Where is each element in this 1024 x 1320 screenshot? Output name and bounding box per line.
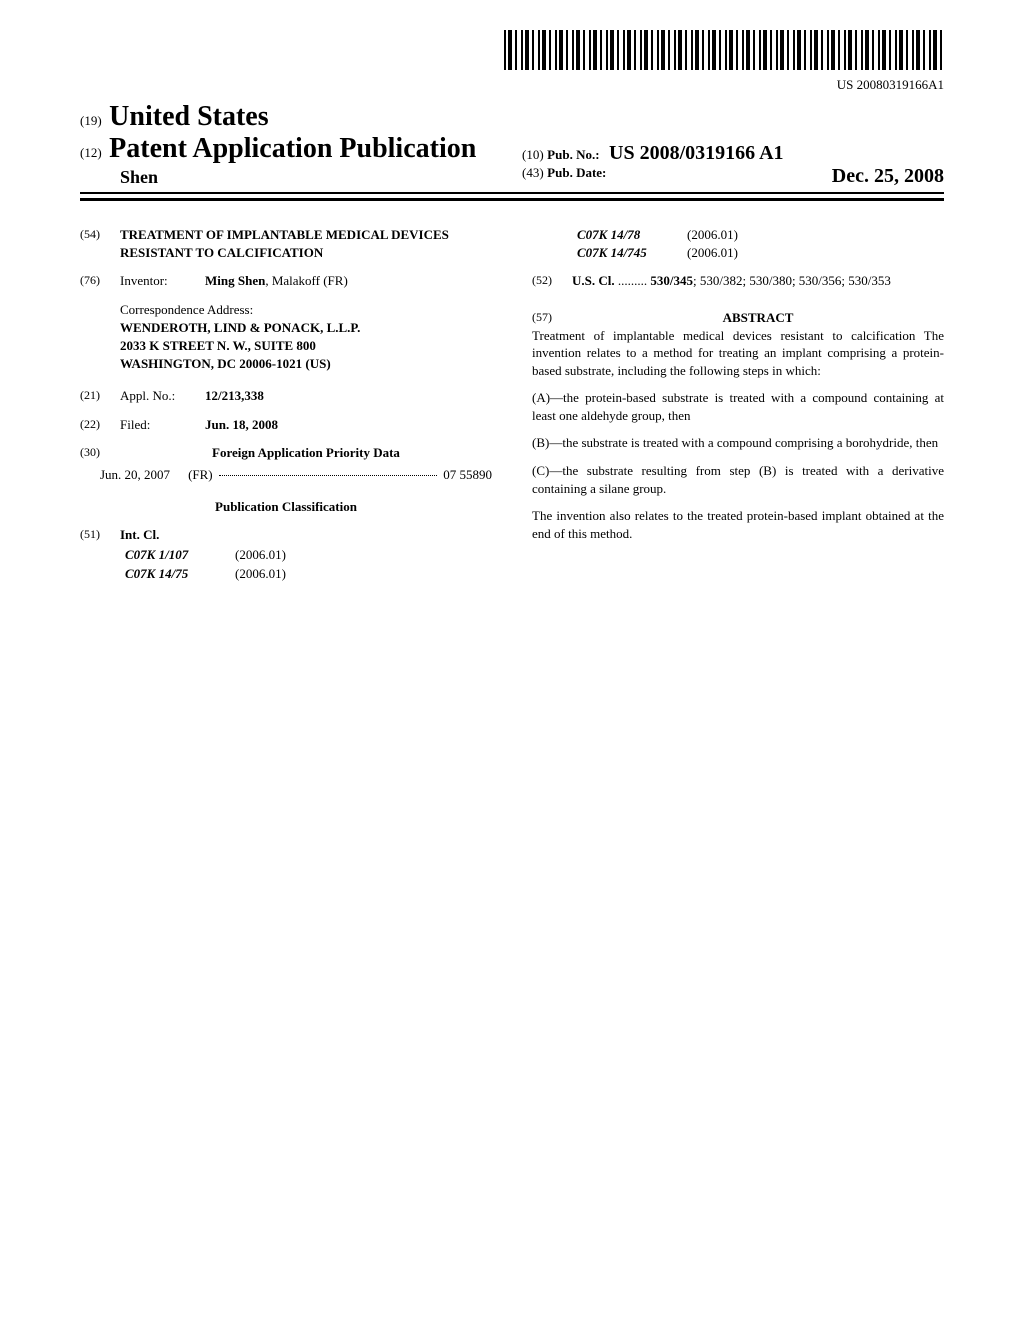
abstract-step-a: (A)—the protein-based substrate is treat…	[532, 389, 944, 424]
code-76: (76)	[80, 272, 120, 290]
field-57: (57) ABSTRACT	[532, 309, 944, 327]
intcl-label: Int. Cl.	[120, 526, 159, 544]
inventor-surname: Shen	[120, 167, 502, 188]
pub-date-label: Pub. Date:	[547, 165, 606, 180]
priority-country: (FR)	[188, 466, 213, 484]
field-76: (76) Inventor: Ming Shen, Malakoff (FR)	[80, 272, 492, 290]
abstract-heading: ABSTRACT	[572, 309, 944, 327]
foreign-priority-heading: Foreign Application Priority Data	[120, 444, 492, 462]
code-30: (30)	[80, 444, 120, 462]
country-name: United States	[109, 101, 268, 132]
uscl-rest: ; 530/382; 530/380; 530/356; 530/353	[693, 273, 891, 288]
line-12: (12) Patent Application Publication	[80, 133, 502, 165]
intcl-code-0: C07K 1/107	[125, 546, 235, 564]
filed-label: Filed:	[120, 416, 205, 434]
code-19: (19)	[80, 113, 102, 128]
pub-date-row: (43) Pub. Date: Dec. 25, 2008	[522, 165, 944, 188]
code-52: (52)	[532, 272, 572, 290]
appl-no-label: Appl. No.:	[120, 387, 205, 405]
uscl-dots: .........	[618, 273, 651, 288]
header-row: (19) United States (12) Patent Applicati…	[80, 101, 944, 194]
field-22: (22) Filed: Jun. 18, 2008	[80, 416, 492, 434]
field-21: (21) Appl. No.: 12/213,338	[80, 387, 492, 405]
code-12: (12)	[80, 145, 102, 160]
field-30: (30) Foreign Application Priority Data	[80, 444, 492, 462]
abstract-step-c: (C)—the substrate resulting from step (B…	[532, 462, 944, 497]
inventor-label: Inventor:	[120, 272, 205, 290]
publication-type: Patent Application Publication	[109, 133, 476, 164]
filed-value: Jun. 18, 2008	[205, 416, 278, 434]
pub-date-value: Dec. 25, 2008	[832, 165, 944, 188]
code-22: (22)	[80, 416, 120, 434]
dotted-leader	[219, 466, 438, 476]
correspondence-block: Correspondence Address: WENDEROTH, LIND …	[120, 301, 492, 374]
field-52: (52) U.S. Cl. ......... 530/345; 530/382…	[532, 272, 944, 290]
intcl-row-3: C07K 14/745 (2006.01)	[577, 244, 944, 262]
barcode-region: US 20080319166A1	[80, 30, 944, 93]
header-rule	[80, 198, 944, 201]
publication-classification-heading: Publication Classification	[80, 498, 492, 516]
priority-date: Jun. 20, 2007	[100, 466, 170, 484]
pub-no-label: Pub. No.:	[547, 147, 599, 162]
inventor-value: Ming Shen, Malakoff (FR)	[205, 272, 348, 290]
intcl-year-2: (2006.01)	[687, 226, 738, 244]
priority-number: 07 55890	[443, 466, 492, 484]
intcl-year-3: (2006.01)	[687, 244, 738, 262]
intcl-year-1: (2006.01)	[235, 565, 286, 583]
pub-no-row: (10) Pub. No.: US 2008/0319166 A1	[522, 142, 944, 165]
right-column: C07K 14/78 (2006.01) C07K 14/745 (2006.0…	[532, 226, 944, 583]
appl-no-value: 12/213,338	[205, 387, 264, 405]
code-54: (54)	[80, 226, 120, 262]
uscl-main: 530/345	[650, 273, 693, 288]
barcode-label: US 20080319166A1	[80, 77, 944, 93]
code-43: (43)	[522, 165, 544, 180]
intcl-code-1: C07K 14/75	[125, 565, 235, 583]
header-right: (10) Pub. No.: US 2008/0319166 A1 (43) P…	[502, 142, 944, 188]
code-51: (51)	[80, 526, 120, 544]
abstract-p2: The invention also relates to the treate…	[532, 507, 944, 542]
correspondence-label: Correspondence Address:	[120, 301, 492, 319]
field-51: (51) Int. Cl.	[80, 526, 492, 544]
priority-data-row: Jun. 20, 2007 (FR) 07 55890	[100, 466, 492, 484]
intcl-code-3: C07K 14/745	[577, 244, 687, 262]
abstract-step-b: (B)—the substrate is treated with a comp…	[532, 434, 944, 452]
inventor-loc: , Malakoff (FR)	[265, 273, 347, 288]
intcl-code-2: C07K 14/78	[577, 226, 687, 244]
invention-title: TREATMENT OF IMPLANTABLE MEDICAL DEVICES…	[120, 226, 492, 262]
field-54: (54) TREATMENT OF IMPLANTABLE MEDICAL DE…	[80, 226, 492, 262]
intcl-row-0: C07K 1/107 (2006.01)	[125, 546, 492, 564]
line-19: (19) United States	[80, 101, 502, 133]
abstract-p1: Treatment of implantable medical devices…	[532, 327, 944, 380]
intcl-row-1: C07K 14/75 (2006.01)	[125, 565, 492, 583]
barcode-graphic	[504, 30, 944, 70]
code-21: (21)	[80, 387, 120, 405]
correspondence-line3: WASHINGTON, DC 20006-1021 (US)	[120, 355, 492, 373]
intcl-row-2: C07K 14/78 (2006.01)	[577, 226, 944, 244]
correspondence-line2: 2033 K STREET N. W., SUITE 800	[120, 337, 492, 355]
correspondence-line1: WENDEROTH, LIND & PONACK, L.L.P.	[120, 319, 492, 337]
uscl-label: U.S. Cl.	[572, 273, 615, 288]
inventor-name: Ming Shen	[205, 273, 265, 288]
code-10: (10)	[522, 147, 544, 162]
uscl-content: U.S. Cl. ......... 530/345; 530/382; 530…	[572, 272, 944, 290]
left-column: (54) TREATMENT OF IMPLANTABLE MEDICAL DE…	[80, 226, 492, 583]
body-columns: (54) TREATMENT OF IMPLANTABLE MEDICAL DE…	[80, 226, 944, 583]
intcl-year-0: (2006.01)	[235, 546, 286, 564]
pub-no-value: US 2008/0319166 A1	[609, 142, 783, 164]
code-57: (57)	[532, 309, 572, 327]
header-left: (19) United States (12) Patent Applicati…	[80, 101, 502, 188]
